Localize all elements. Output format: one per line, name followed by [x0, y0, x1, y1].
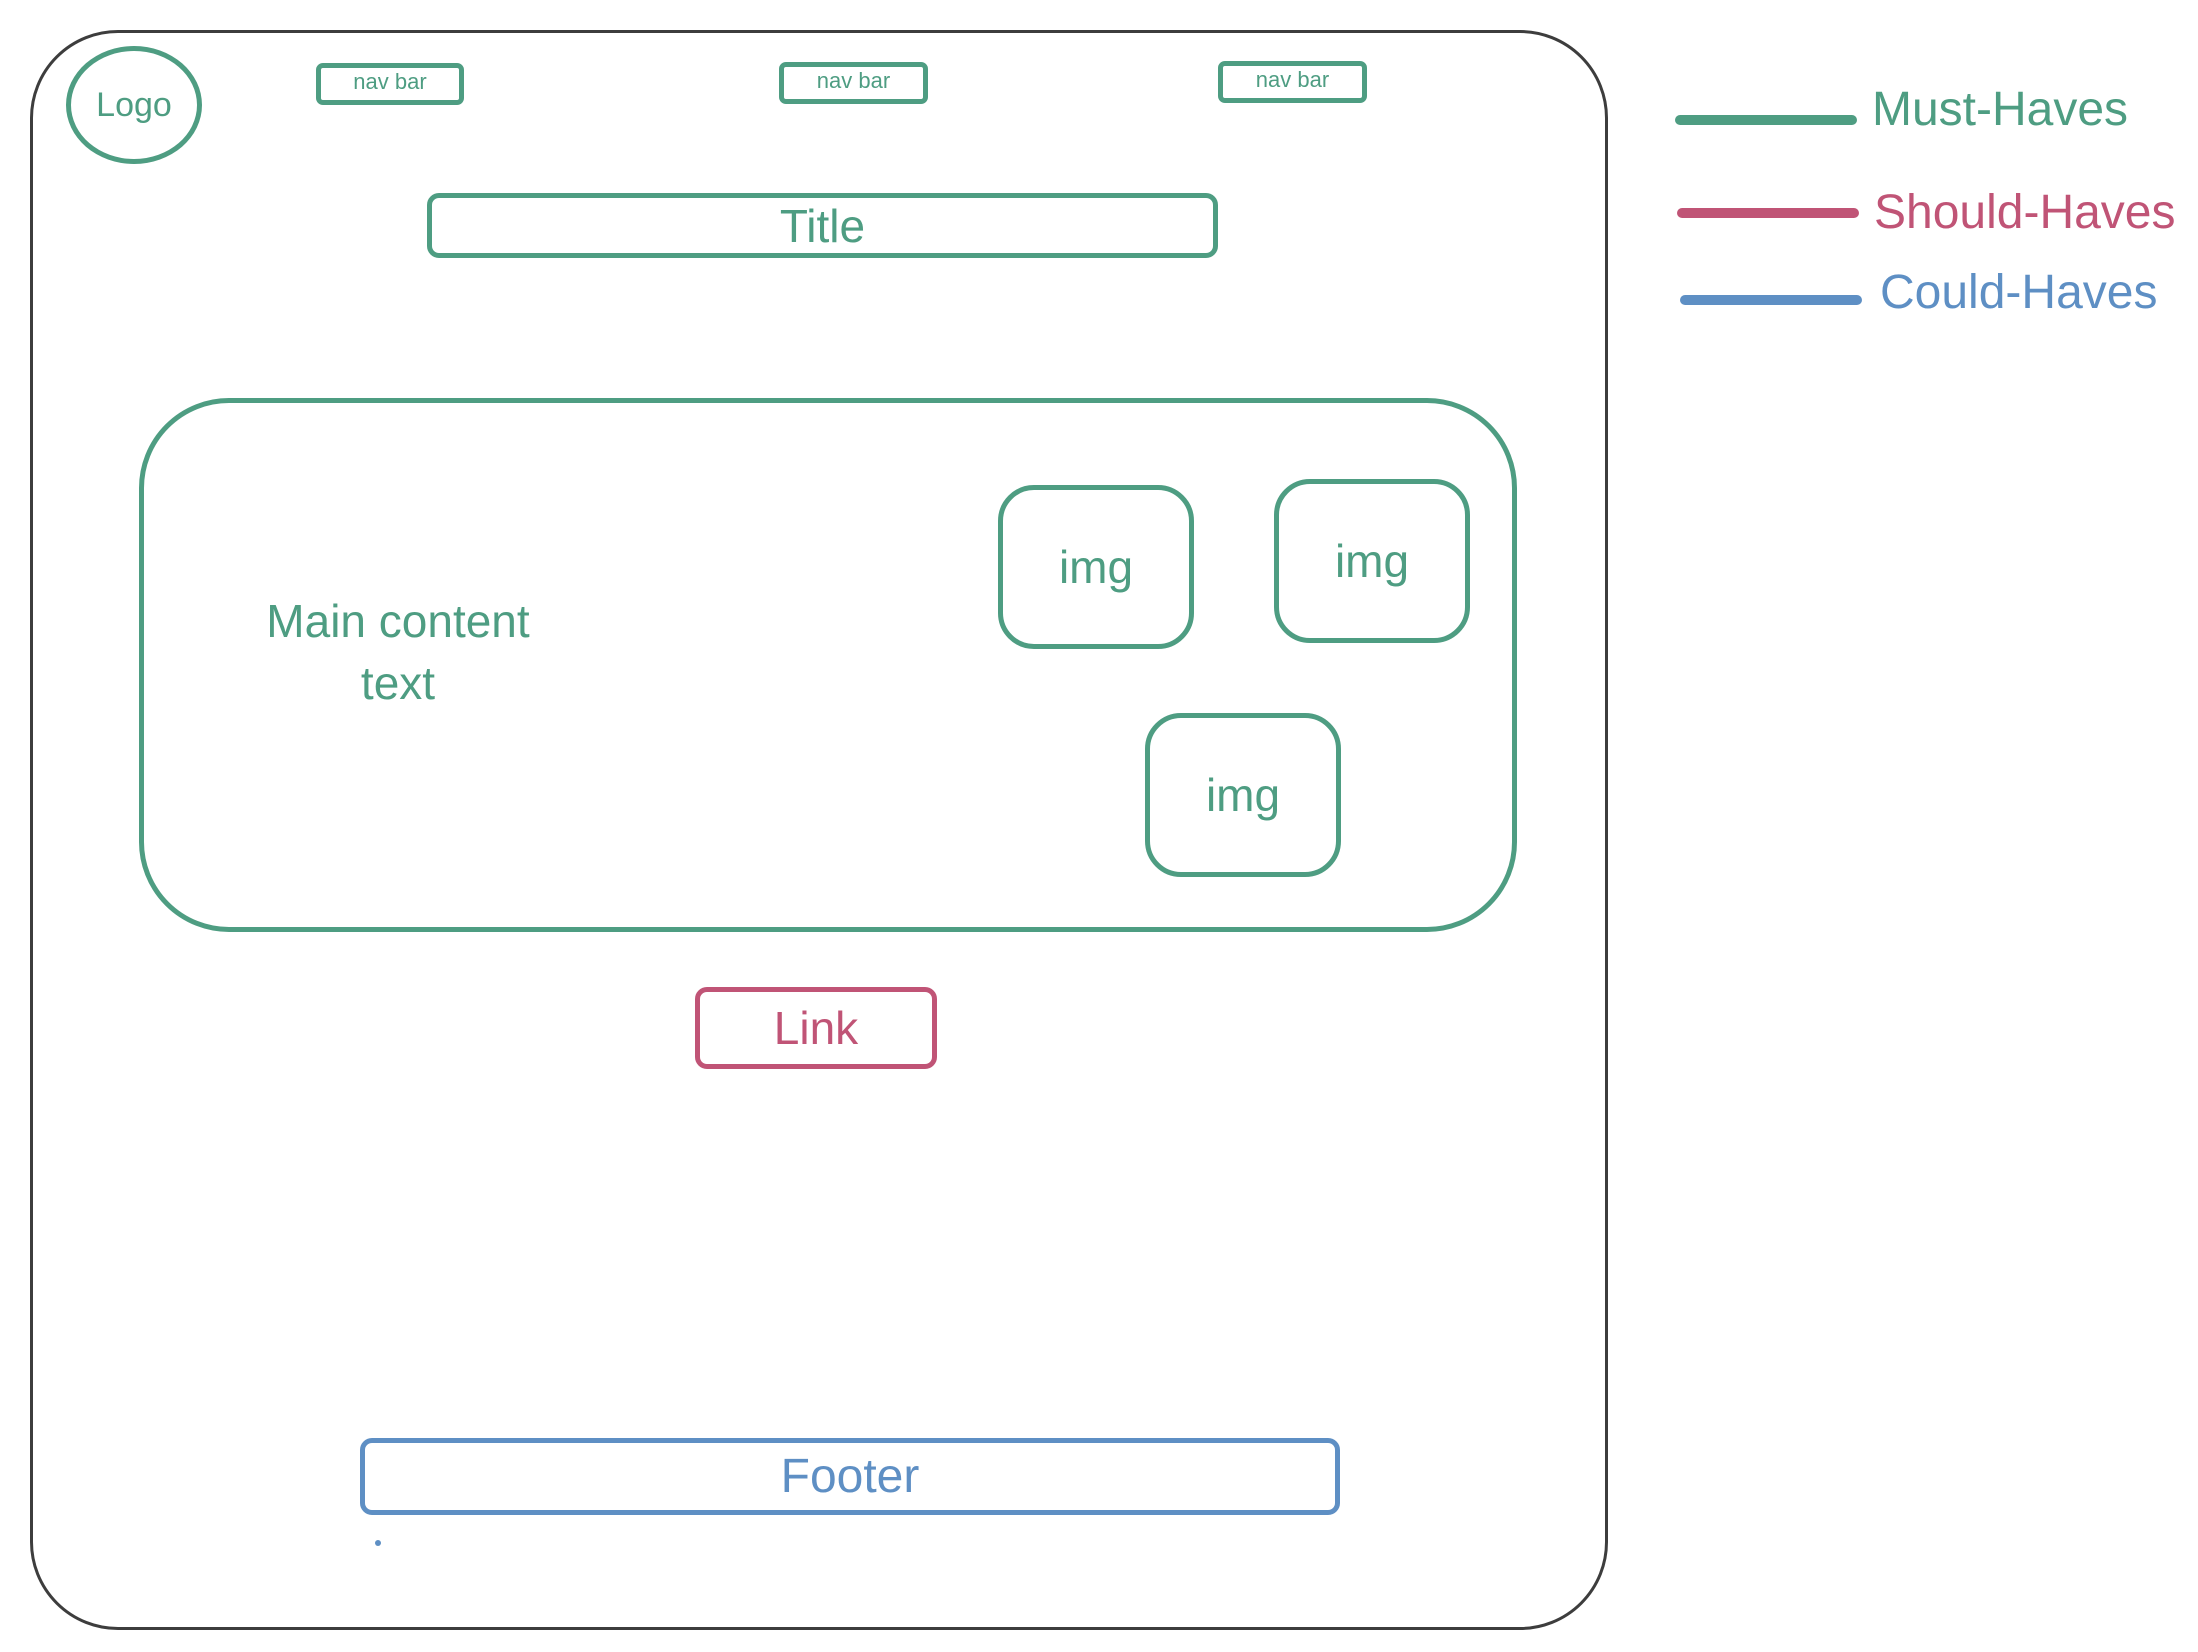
title-box: Title: [427, 193, 1218, 258]
logo-label: Logo: [96, 85, 172, 124]
image-placeholder-1: img: [998, 485, 1194, 649]
page-wireframe-frame: [30, 30, 1608, 1630]
image-placeholder-3: img: [1145, 713, 1341, 877]
legend-label-should: Should-Haves: [1874, 186, 2176, 239]
image-label: img: [1334, 535, 1410, 587]
nav-bar-label: nav bar: [816, 68, 891, 93]
legend-label-could: Could-Haves: [1880, 266, 2158, 319]
legend-label-must: Must-Haves: [1872, 83, 2129, 136]
legend-line-could: [1680, 295, 1862, 305]
main-content-box: [139, 398, 1517, 932]
image-label: img: [1205, 769, 1281, 821]
main-content-text: Main content text: [266, 595, 530, 709]
nav-bar-label: nav bar: [353, 69, 427, 94]
link-box: Link: [695, 987, 937, 1069]
footer-label: Footer: [780, 1450, 920, 1503]
image-label: img: [1058, 541, 1134, 593]
legend-line-should: [1677, 208, 1859, 218]
nav-bar-item-2: nav bar: [779, 62, 928, 104]
nav-bar-item-3: nav bar: [1218, 61, 1367, 103]
logo-placeholder: Logo: [66, 46, 202, 164]
stray-dot: [375, 1540, 381, 1546]
nav-bar-item-1: nav bar: [316, 63, 464, 105]
footer-box: Footer: [360, 1438, 1340, 1515]
nav-bar-label: nav bar: [1255, 67, 1330, 92]
title-label: Title: [779, 199, 866, 252]
image-placeholder-2: img: [1274, 479, 1470, 643]
legend-line-must: [1675, 115, 1857, 125]
link-label: Link: [773, 1002, 859, 1054]
